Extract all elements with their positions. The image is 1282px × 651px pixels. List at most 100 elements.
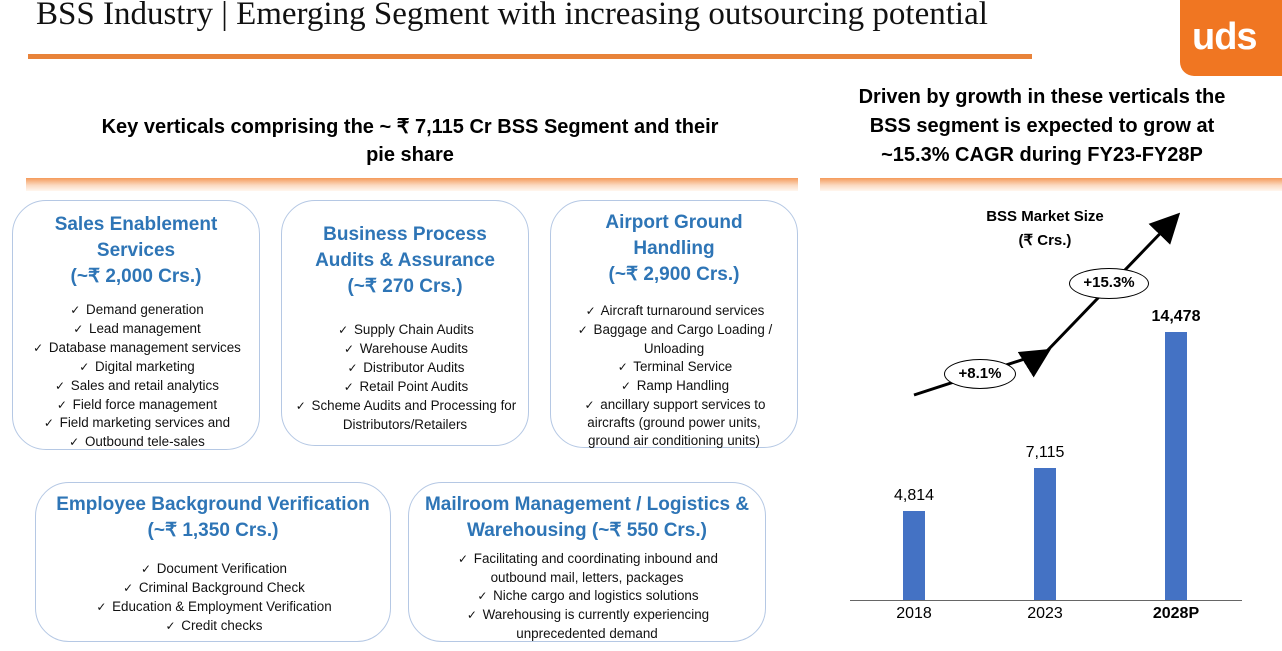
growth-heading: Driven by growth in these verticals the … [826,83,1258,170]
check-icon: ✓ [69,435,80,450]
card-amount: (~₹ 1,350 Crs.) [147,520,279,541]
list-item: ✓ Criminal Background Check [36,579,390,598]
list-item: ✓ Scheme Audits and Processing for [282,397,528,416]
list-item: ✓ Niche cargo and logistics solutions [409,587,765,606]
list-item-continuation: unprecedented demand [516,625,658,641]
bar-value-label: 14,478 [1151,308,1201,325]
list-item: ✓ Distributor Audits [282,359,528,378]
verticals-heading-line2: pie share [366,144,454,166]
item-text: Education & Employment Verification [112,598,332,614]
list-item-continuation: ground air conditioning units) [588,433,760,449]
bar-2018 [903,511,925,600]
card-title: Audits & Assurance [315,250,495,271]
x-tick-label: 2023 [1027,605,1063,622]
item-text: Distributor Audits [363,359,465,375]
list-item: ✓ Field force management [13,396,259,415]
cagr-pill-2023-2028: +15.3% [1069,268,1149,299]
check-icon: ✓ [165,618,176,633]
card-airport-ground-handling: Airport Ground Handling (~₹ 2,900 Crs.) … [550,200,798,448]
list-item: ✓ Warehousing is currently experiencing [409,606,765,625]
item-text: Lead management [89,320,201,336]
list-item: ✓ Digital marketing [13,358,259,377]
right-section-bar [820,178,1282,191]
check-icon: ✓ [343,379,354,394]
card-mailroom-logistics: Mailroom Management / Logistics & Wareho… [408,482,766,642]
item-text: Retail Point Audits [359,378,469,394]
card-title: Services [96,240,176,261]
item-text: Terminal Service [633,358,733,374]
left-section-bar [26,178,798,191]
card-amount: Warehousing (~₹ 550 Crs.) [467,520,707,541]
item-text: Demand generation [86,302,204,317]
item-text: Criminal Background Check [138,579,305,595]
check-icon: ✓ [33,340,44,355]
item-text: Ramp Handling [636,377,730,393]
check-icon: ✓ [123,580,134,595]
check-icon: ✓ [347,360,358,375]
x-tick-label: 2018 [896,605,932,622]
card-title: Handling [633,238,715,259]
card-sales-enablement: Sales Enablement Services (~₹ 2,000 Crs.… [12,200,260,450]
bar-value-label: 7,115 [1025,444,1065,461]
check-icon: ✓ [295,398,306,413]
card-list: ✓ Supply Chain Audits ✓ Warehouse Audits… [282,321,528,433]
check-icon: ✓ [458,552,469,566]
list-item: ✓ Sales and retail analytics [13,377,259,396]
x-tick-label: 2028P [1152,605,1200,622]
card-amount: (~₹ 2,000 Crs.) [70,266,202,287]
list-item: ✓ Facilitating and coordinating inbound … [409,550,765,569]
bar-2028P [1165,332,1187,600]
check-icon: ✓ [43,416,54,431]
list-item-continuation: aircrafts (ground power units, [587,415,761,431]
item-text: ancillary support services to [600,396,766,412]
check-icon: ✓ [466,607,477,622]
item-text: Aircraft turnaround services [600,303,765,318]
bar-value-label: 4,814 [893,487,935,504]
card-title: Employee Background Verification [56,494,370,515]
list-item: ✓ Retail Point Audits [282,378,528,397]
cagr-pill-2018-2023: +8.1% [944,359,1016,389]
list-item: ✓ Demand generation [13,301,259,320]
item-text: Outbound tele-sales [84,434,205,450]
card-title: Sales Enablement [54,214,218,235]
item-text: Credit checks [181,617,263,633]
item-text: Scheme Audits and Processing for [311,397,517,413]
list-item: ✓ Supply Chain Audits [282,321,528,340]
check-icon: ✓ [70,303,81,317]
list-item-continuation: Unloading [643,340,705,356]
check-icon: ✓ [79,359,90,374]
uds-logo: uds [1180,0,1282,76]
card-list: ✓ Demand generation ✓ Lead management ✓ … [13,301,259,452]
list-item: ✓ Education & Employment Verification [36,598,390,617]
check-icon: ✓ [617,359,628,374]
item-text: Digital marketing [95,358,195,374]
item-text: Warehouse Audits [359,340,468,356]
check-icon: ✓ [338,323,349,337]
item-text: Field force management [72,396,218,412]
list-item: ✓ Baggage and Cargo Loading / [551,321,797,340]
check-icon: ✓ [585,304,596,318]
item-text: Facilitating and coordinating inbound an… [473,551,718,566]
list-item: ✓ Terminal Service [551,358,797,377]
item-text: Warehousing is currently experiencing [482,606,710,622]
check-icon: ✓ [620,378,632,393]
card-title: Business Process [323,224,487,245]
item-text: Database management services [48,339,241,355]
card-title: Mailroom Management / Logistics & [424,494,750,515]
check-icon: ✓ [477,588,488,603]
check-icon: ✓ [584,397,595,412]
growth-heading-line1: Driven by growth in these verticals the [858,86,1226,108]
list-item: ✓ Ramp Handling [551,377,797,396]
card-title: Airport Ground [605,212,743,233]
list-item: ✓ ancillary support services to [551,396,797,415]
item-text: Supply Chain Audits [353,322,474,337]
list-item: ✓ Database management services [13,339,259,358]
list-item: ✓ Document Verification [36,560,390,579]
item-text: Baggage and Cargo Loading / [593,321,773,337]
item-text: Niche cargo and logistics solutions [493,587,699,603]
check-icon: ✓ [56,397,67,412]
bar-2023 [1034,468,1056,600]
card-list: ✓ Facilitating and coordinating inbound … [409,550,765,643]
list-item-continuation: Distributors/Retailers [342,416,468,432]
item-text: Document Verification [156,561,287,576]
